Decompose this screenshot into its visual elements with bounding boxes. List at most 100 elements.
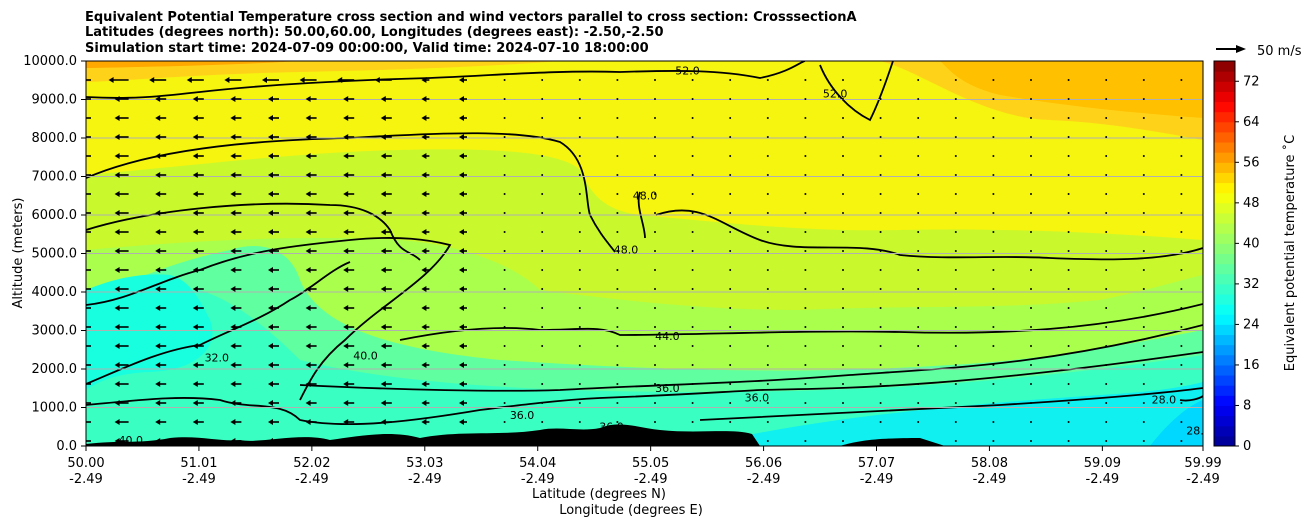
wind-vector [992,364,995,366]
wind-vector [992,288,995,290]
wind-vector [155,381,167,387]
wind-vector [917,383,920,385]
wind-vector [1105,193,1108,195]
wind-vector [114,267,129,273]
wind-vector [343,381,355,387]
wind-vector [503,174,506,176]
colorbar-segment [1214,71,1235,82]
wind-vector [86,250,91,252]
wind-vector [155,343,167,349]
wind-vector [1030,288,1032,290]
wind-vector [230,343,242,349]
x-tick-label-lat: 52.02 [293,456,330,471]
wind-vector [578,136,581,138]
wind-vector [992,250,995,252]
wind-vector [230,324,242,330]
wind-vector [654,326,656,328]
x-tick-label-lat: 51.01 [180,456,217,471]
wind-vector [804,383,807,385]
wind-vector [192,381,204,387]
wind-vector [305,343,317,349]
wind-vector [230,438,242,444]
wind-vector [230,419,242,425]
wind-vector [503,440,506,442]
wind-vector [114,134,129,140]
wind-vector [459,248,467,254]
wind-vector [268,457,279,463]
wind-vector [804,117,807,119]
wind-vector [155,172,167,178]
y-tick-label: 8000.0 [32,131,78,146]
y-tick-label: 7000.0 [32,170,78,185]
wind-vector [1142,155,1145,157]
contour-28 [1179,395,1203,402]
wind-vector [842,288,844,290]
wind-vector [654,440,656,442]
wind-vector [578,269,581,271]
wind-vector [954,402,957,404]
wind-vector [954,193,957,195]
wind-vector [879,155,882,157]
wind-vector [842,155,844,157]
wind-vector [541,383,544,385]
wind-vector [1067,136,1070,138]
wind-vector [954,326,957,328]
band-60-64-left [86,61,300,68]
wind-vector [804,288,807,290]
wind-vector [654,250,656,252]
title-line-1: Equivalent Potential Temperature cross s… [85,10,857,25]
wind-vector [992,345,995,347]
contour-label: 40.0 [353,349,378,362]
y-tick-label: 0.0 [56,439,77,454]
wind-vector [879,269,882,271]
wind-vector [459,115,467,121]
x-tick-label-lon: -2.49 [1186,472,1220,487]
quiver-key-arrow-icon [1236,45,1246,53]
wind-vector [305,381,317,387]
wind-vector [992,212,995,214]
wind-vector [114,324,129,330]
wind-vector [114,362,129,368]
wind-vector [380,419,392,425]
wind-vector [374,77,392,83]
colorbar-segment [1214,354,1235,366]
wind-vector [691,402,694,404]
wind-vector [691,136,694,138]
wind-vector [654,307,656,309]
wind-vector [992,326,995,328]
wind-vector [230,286,242,292]
colorbar-tick-label: 72 [1243,74,1260,89]
wind-vector [654,345,656,347]
wind-vector [1030,269,1032,271]
wind-vector [691,212,694,214]
contour-label: 28.0 [1186,424,1211,437]
wind-vector [842,98,844,100]
wind-vector [305,153,317,159]
colorbar-label: Equivalent potential temperature ˚C [1282,135,1298,371]
wind-vector [155,134,167,140]
wind-vector [503,326,506,328]
wind-vector [224,77,242,83]
colorbar-segment [1214,283,1235,295]
wind-vector [305,305,317,311]
wind-vector [691,117,694,119]
wind-vector [654,117,656,119]
wind-vector [992,402,995,404]
wind-vector [114,248,129,254]
wind-vector [616,136,619,138]
x-axis: 50.00-2.4951.01-2.4952.02-2.4953.03-2.49… [67,446,1222,487]
wind-vector [268,267,279,273]
wind-vector [616,250,619,252]
wind-vector [192,362,204,368]
wind-vector [729,174,732,176]
wind-vector [268,153,279,159]
wind-vector [380,248,392,254]
wind-vector [1142,288,1145,290]
wind-vector [1142,79,1145,81]
wind-vector [1142,174,1145,176]
wind-vector [86,326,91,328]
wind-vector [729,421,732,423]
wind-vector [691,193,694,195]
wind-vector [541,364,544,366]
